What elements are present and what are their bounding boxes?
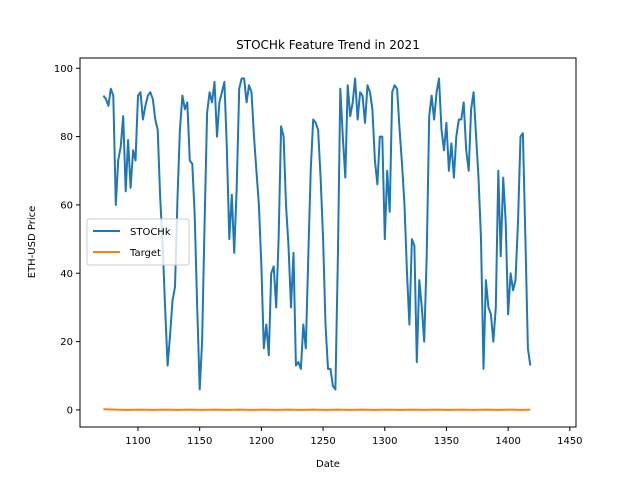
x-tick-label: 1350 [434,436,459,447]
y-tick-label: 80 [60,132,73,143]
legend-label-stochk: STOCHk [130,227,171,238]
chart-title: STOCHk Feature Trend in 2021 [236,38,420,52]
x-tick-label: 1100 [125,436,150,447]
x-tick-label: 1400 [495,436,520,447]
plot-area: 1100 1150 1200 1250 1300 1350 1400 1450 0 20 40 60… [54,57,583,447]
y-tick-label: 40 [60,269,73,280]
x-tick-label: 1200 [249,436,274,447]
y-tick-label: 100 [54,64,73,75]
x-tick-label: 1250 [310,436,335,447]
series-line-target [103,408,531,411]
y-tick-label: 20 [60,337,73,348]
x-tick-label: 1300 [372,436,397,447]
y-tick-label: 60 [60,200,73,211]
x-axis: 1100 1150 1200 1250 1300 1350 1400 1450 [125,427,583,447]
plot-frame [79,57,577,428]
legend: STOCHk Target [86,218,190,266]
series-layer [102,77,532,411]
x-tick-label: 1150 [187,436,212,447]
x-axis-label: Date [316,459,340,470]
y-axis: 0 20 40 60 80 100 [54,64,80,416]
series-line-stochk [102,77,532,391]
legend-label-target: Target [129,248,161,259]
y-axis-label: ETH-USD Price [27,206,38,279]
x-tick-label: 1450 [557,436,582,447]
y-tick-label: 0 [67,405,73,416]
